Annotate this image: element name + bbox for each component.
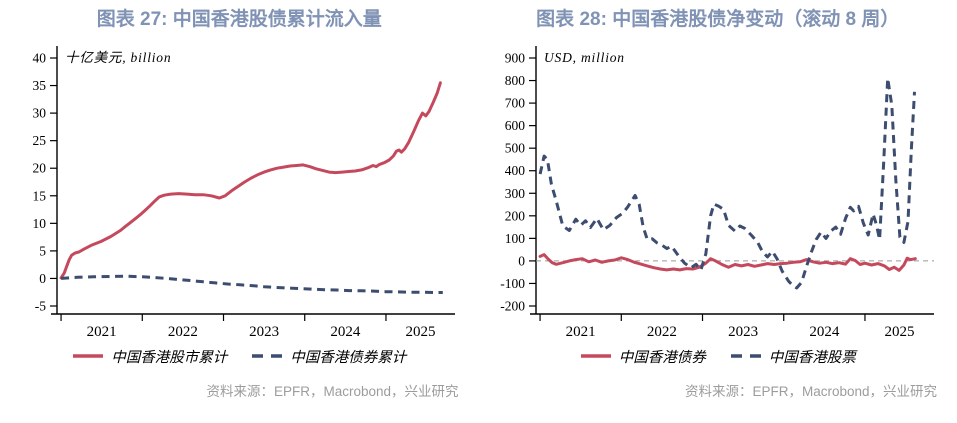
y-tick-label: -5 — [35, 298, 46, 313]
figure-28-title: 图表 28: 中国香港股债净变动（滚动 8 周） — [536, 9, 900, 30]
y-tick-label: 500 — [505, 140, 526, 155]
legend-label: 中国香港债券累计 — [290, 349, 407, 366]
y-tick-label: 0 — [40, 271, 47, 286]
x-year-label: 2025 — [406, 324, 436, 340]
figure-28-panel: 图表 28: 中国香港股债净变动（滚动 8 周） -200 -100 0 100 200… — [479, 0, 957, 423]
legend-item-bond-net: 中国香港债券 — [580, 346, 706, 367]
x-year-label: 2024 — [809, 324, 840, 340]
y-tick-label: 40 — [33, 50, 47, 65]
series-line — [61, 274, 444, 294]
solid-line-sample — [580, 354, 611, 359]
x-year-label: 2023 — [728, 324, 758, 340]
x-year-label: 2023 — [249, 324, 279, 340]
y-tick-label: -200 — [500, 298, 525, 313]
y-tick-label: 0 — [518, 253, 525, 268]
x-year-label: 2024 — [331, 324, 362, 340]
y-tick-label: -100 — [500, 276, 525, 291]
legend-item-equity-cumulative: 中国香港股市累计 — [72, 346, 227, 367]
dashed-line-sample — [730, 354, 761, 359]
y-tick-label: 600 — [505, 118, 526, 133]
figure-27-legend: 中国香港股市累计 中国香港债券累计 — [72, 346, 406, 367]
y-tick-label: 35 — [33, 78, 47, 93]
y-tick-label: 200 — [505, 208, 526, 223]
x-year-label: 2022 — [168, 324, 198, 340]
series-line — [538, 252, 917, 272]
figure-28-source: 资料来源：EPFR，Macrobond，兴业研究 — [684, 383, 937, 399]
y-tick-label: 20 — [33, 161, 47, 176]
x-year-label: 2022 — [647, 324, 677, 340]
axis-unit-label: 十亿美元, billion — [65, 50, 171, 65]
axis-unit-label: USD, million — [544, 50, 625, 65]
dashed-line-sample — [252, 354, 283, 359]
y-tick-label: 25 — [33, 133, 47, 148]
legend-item-equity-net: 中国香港股票 — [730, 346, 856, 367]
y-tick-label: 300 — [505, 186, 526, 201]
figure-27-panel: 图表 27: 中国香港股债累计流入量 -5 0 5 10 15 20 25 30 35 40 202… — [33, 9, 459, 399]
legend-item-bond-cumulative: 中国香港债券累计 — [251, 346, 406, 367]
y-tick-label: 900 — [505, 50, 526, 65]
y-tick-label: 100 — [505, 231, 526, 246]
figure-28-legend: 中国香港债券 中国香港股票 — [580, 346, 856, 367]
y-tick-label: 800 — [505, 73, 526, 88]
y-tick-label: 10 — [33, 216, 47, 231]
legend-label: 中国香港股票 — [768, 349, 856, 366]
x-year-label: 2021 — [87, 324, 117, 340]
y-tick-label: 700 — [505, 95, 526, 110]
series-line — [59, 81, 443, 280]
y-tick-label: 30 — [33, 105, 47, 120]
y-tick-label: 400 — [505, 163, 526, 178]
solid-line-sample — [73, 354, 104, 359]
figure-27-source: 资料来源：EPFR，Macrobond，兴业研究 — [206, 383, 459, 399]
legend-label: 中国香港股市累计 — [111, 349, 228, 366]
y-tick-label: 5 — [40, 243, 47, 258]
series-line — [538, 76, 916, 290]
x-year-label: 2021 — [565, 324, 595, 340]
figure-28-line-chart: -200 -100 0 100 200 300 400 500 600 700 800 900 2021… — [500, 45, 934, 340]
legend-label: 中国香港债券 — [618, 349, 706, 366]
figure-27-title: 图表 27: 中国香港股债累计流入量 — [96, 9, 382, 30]
x-year-label: 2025 — [884, 324, 914, 340]
y-tick-label: 15 — [33, 188, 47, 203]
